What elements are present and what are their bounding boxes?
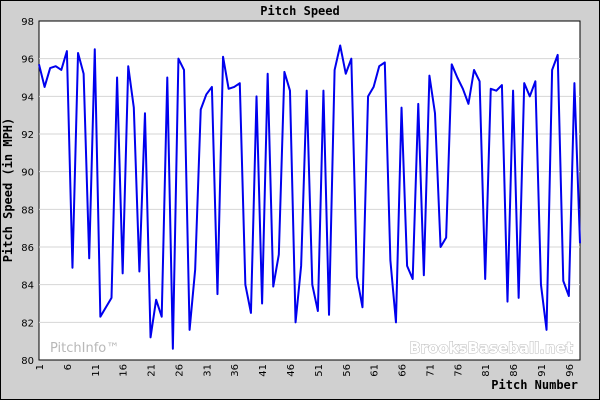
y-tick-label-84: 84 <box>21 281 34 292</box>
y-tick-label-90: 90 <box>21 168 34 179</box>
y-tick-label-98: 98 <box>21 17 34 28</box>
x-tick-label-71: 71 <box>425 364 436 377</box>
x-tick-label-76: 76 <box>453 364 464 377</box>
brooksbaseball-watermark: BrooksBaseball.net <box>409 339 573 357</box>
x-tick-label-11: 11 <box>91 364 102 377</box>
x-tick-label-51: 51 <box>314 364 325 377</box>
x-tick-label-86: 86 <box>509 364 520 377</box>
pitchinfo-watermark: PitchInfo™ <box>50 341 119 356</box>
y-tick-label-94: 94 <box>21 92 34 103</box>
x-tick-label-41: 41 <box>258 364 269 377</box>
y-tick-labels: 80 82 84 86 88 90 92 94 96 98 <box>21 17 34 367</box>
x-tick-label-66: 66 <box>398 364 409 377</box>
x-tick-label-81: 81 <box>481 364 492 377</box>
x-tick-label-56: 56 <box>342 364 353 377</box>
x-tick-labels: 1 6 11 16 21 26 31 36 41 46 51 56 61 66 71 76 81 86 91 96 <box>35 364 576 377</box>
y-tick-label-82: 82 <box>21 318 34 329</box>
x-tick-label-46: 46 <box>286 364 297 377</box>
x-tick-label-91: 91 <box>537 364 548 377</box>
series-layer <box>38 44 581 350</box>
y-tick-label-96: 96 <box>21 55 34 66</box>
series-line-1 <box>38 44 581 350</box>
y-tick-label-80: 80 <box>21 356 34 367</box>
x-tick-label-16: 16 <box>119 364 130 377</box>
x-tick-label-1: 1 <box>35 364 46 370</box>
x-axis-title: Pitch Number <box>491 378 578 392</box>
y-tick-label-86: 86 <box>21 243 34 254</box>
y-tick-label-88: 88 <box>21 205 34 216</box>
x-tick-label-61: 61 <box>370 364 381 377</box>
chart-title: Pitch Speed <box>260 4 339 18</box>
x-tick-label-26: 26 <box>174 364 185 377</box>
x-tick-label-21: 21 <box>147 364 158 377</box>
x-tick-label-6: 6 <box>63 364 74 370</box>
x-tick-label-96: 96 <box>565 364 576 377</box>
x-tick-label-31: 31 <box>202 364 213 377</box>
y-tick-label-92: 92 <box>21 130 34 141</box>
y-axis-title: Pitch Speed (in MPH) <box>1 118 15 263</box>
x-tick-label-36: 36 <box>230 364 241 377</box>
